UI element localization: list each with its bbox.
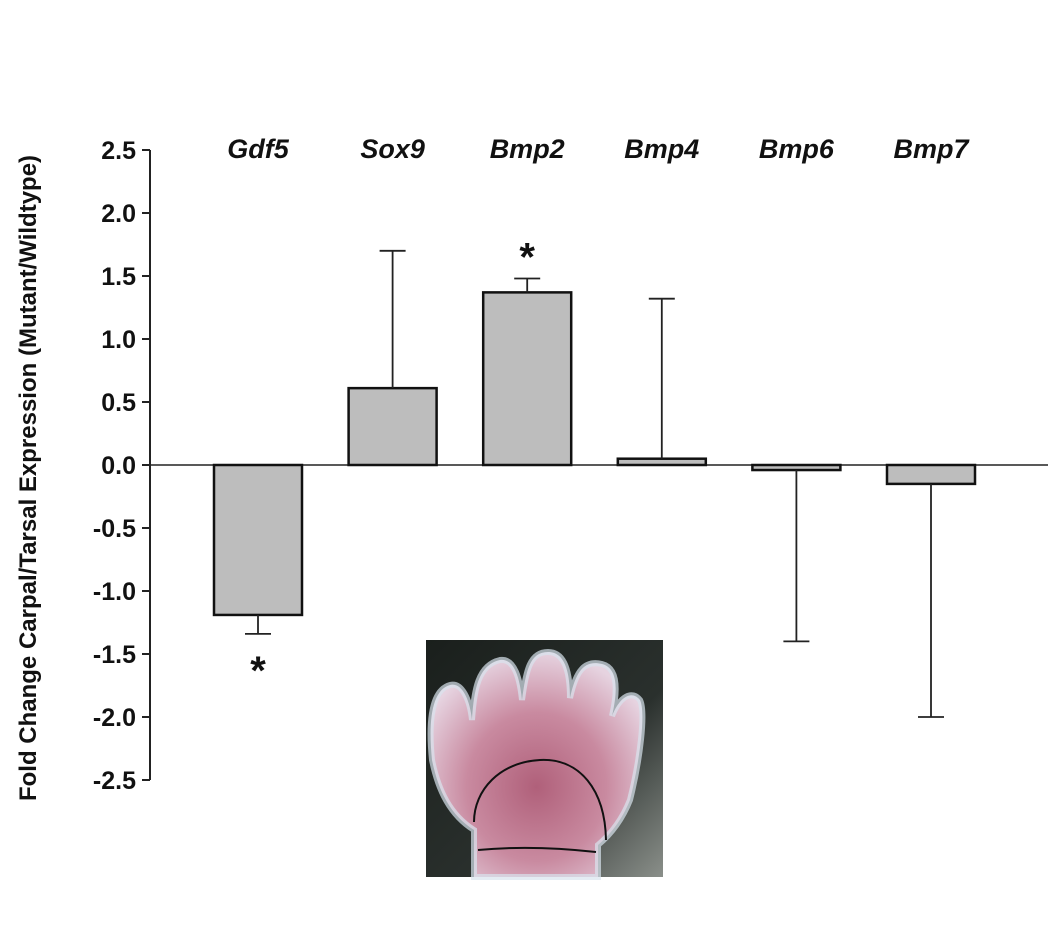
significance-marker-gdf5: * [250, 649, 266, 693]
y-ticks: 2.5 2.0 1.5 1.0 0.5 0.0 -0.5 -1.0 -1.5 -2.0 -2.5 [93, 137, 150, 795]
bar-gdf5 [212, 463, 304, 617]
y-tick-label: 0.0 [101, 452, 136, 480]
category-label-sox9: Sox9 [360, 134, 425, 164]
bar-bmp2 [481, 291, 573, 467]
y-tick-label: -2.5 [93, 767, 136, 795]
y-tick-label: 1.0 [101, 326, 136, 354]
y-tick-label: 2.5 [101, 137, 136, 165]
bars: ** [212, 236, 977, 718]
y-tick-label: 1.5 [101, 263, 136, 291]
category-labels: Gdf5 Sox9 Bmp2 Bmp4 Bmp6 Bmp7 [227, 134, 970, 164]
bar-sox9 [347, 386, 438, 467]
y-tick-label: -0.5 [93, 515, 136, 543]
category-label-gdf5: Gdf5 [227, 134, 289, 164]
significance-marker-bmp2: * [519, 236, 535, 280]
y-tick-label: -1.0 [93, 578, 136, 606]
y-tick-label: -2.0 [93, 704, 136, 732]
paw-photo-inset [426, 640, 663, 880]
bar-bmp4 [616, 457, 708, 467]
bar-bmp6 [751, 463, 842, 472]
bar-bmp7 [885, 463, 977, 486]
y-axis-label: Fold Change Carpal/Tarsal Expression (Mu… [15, 155, 42, 801]
y-tick-label: -1.5 [93, 641, 136, 669]
y-tick-label: 2.0 [101, 200, 136, 228]
category-label-bmp6: Bmp6 [759, 134, 835, 164]
category-label-bmp2: Bmp2 [490, 134, 565, 164]
category-label-bmp4: Bmp4 [624, 134, 699, 164]
y-tick-label: 0.5 [101, 389, 136, 417]
category-label-bmp7: Bmp7 [893, 134, 970, 164]
